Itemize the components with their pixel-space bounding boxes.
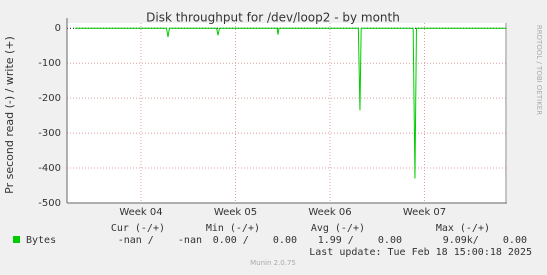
y-tick-label: -400 — [38, 163, 61, 174]
x-tick-label: Week 05 — [214, 207, 257, 218]
legend-value: 1.99 / 0.00 — [318, 235, 402, 246]
footer: Munin 2.0.75 — [250, 259, 296, 267]
y-axis-label: Pr second read (-) / write (+) — [3, 36, 16, 194]
x-tick-label: Week 06 — [308, 207, 351, 218]
series-line — [74, 27, 507, 179]
legend-header: Max (-/+) — [436, 223, 490, 234]
plot-area — [67, 23, 507, 203]
legend-value: -nan / -nan — [118, 235, 202, 246]
y-tick-label: -100 — [38, 58, 61, 69]
legend-header: Avg (-/+) — [311, 223, 365, 234]
legend-header: Min (-/+) — [206, 223, 260, 234]
x-tick-label: Week 07 — [403, 207, 446, 218]
legend-header: Cur (-/+) — [111, 223, 165, 234]
y-tick-label: -300 — [38, 128, 61, 139]
side-label: RRDTOOL / TOBI OETIKER — [535, 25, 543, 115]
legend-swatch — [13, 236, 20, 243]
legend-value: 9.09k/ 0.00 — [443, 235, 527, 246]
y-tick-label: -500 — [38, 198, 61, 209]
last-update: Last update: Tue Feb 18 15:00:18 2025 — [309, 247, 532, 258]
y-tick-label: -200 — [38, 93, 61, 104]
legend-label: Bytes — [26, 235, 56, 246]
chart-title: Disk throughput for /dev/loop2 - by mont… — [146, 11, 400, 25]
y-tick-label: 0 — [55, 23, 61, 34]
x-tick-label: Week 04 — [119, 207, 162, 218]
legend-value: 0.00 / 0.00 — [213, 235, 297, 246]
